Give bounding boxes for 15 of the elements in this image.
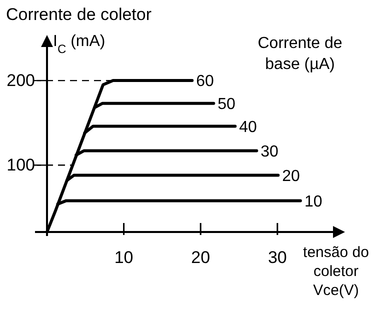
y-tick-label: 100 — [6, 156, 35, 175]
series-label: 60 — [196, 73, 214, 90]
x-axis-title: tensão do coletor Vce(V) — [303, 244, 369, 299]
series-label: 50 — [218, 96, 236, 113]
x-tick-label: 20 — [191, 248, 210, 267]
x-tick-label: 30 — [268, 248, 287, 267]
series-label: 30 — [260, 143, 279, 160]
series-label: 20 — [282, 168, 300, 185]
y-tick-label: 200 — [6, 71, 35, 90]
x-tick-label: 10 — [114, 248, 134, 267]
chart-title: Corrente de coletor — [6, 5, 152, 24]
y-axis-title: I$_{C}$ (mA) — [53, 33, 106, 56]
series-label: 10 — [304, 193, 322, 210]
series-label: 40 — [239, 118, 258, 136]
legend-title: Corrente de base (µA) — [258, 35, 342, 73]
